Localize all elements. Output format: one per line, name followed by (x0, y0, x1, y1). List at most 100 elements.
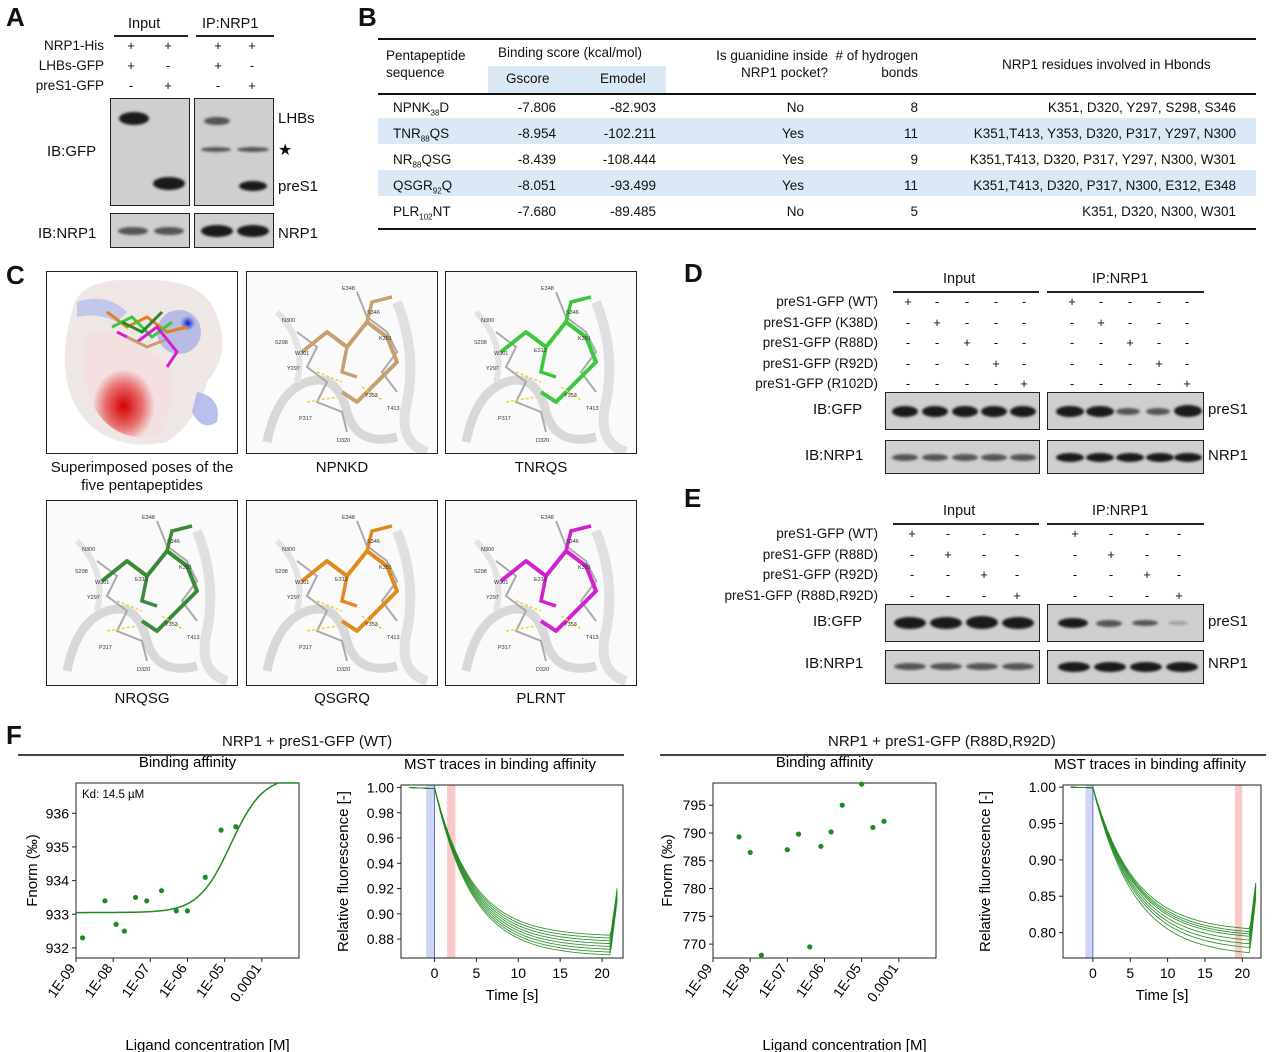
y-tick-label: 0.96 (367, 830, 394, 846)
caption-qsgrq: QSGRQ (314, 690, 370, 707)
residue-label: Y353 (564, 393, 577, 399)
residue-label: Y297 (486, 595, 499, 601)
d-blot-input-nrp1 (885, 440, 1040, 474)
seq-pre: PLR (393, 204, 420, 219)
sign: - (964, 355, 970, 371)
sign: + (248, 78, 256, 93)
binding-title: Binding affinity (776, 754, 874, 771)
mst-trace (1070, 786, 1257, 941)
d-input-header: Input (943, 271, 976, 287)
sign: - (1072, 587, 1078, 603)
pose-nrqsg: E348 N300 S346 S298 W301 K351 Y297 Y353 T413 P317… (46, 500, 238, 686)
x-tick-label: 1E-06 (155, 960, 190, 1000)
seq-sub: 92 (432, 186, 442, 196)
sign: + (933, 314, 941, 330)
e-ib-nrp1: IB:NRP1 (805, 655, 864, 672)
sign: - (215, 78, 221, 93)
residue-label: D320 (536, 667, 549, 673)
sign: - (1021, 294, 1027, 309)
sign: - (1069, 355, 1075, 371)
sign: + (1068, 294, 1076, 309)
y-tick-label: 0.95 (1029, 816, 1056, 832)
x-tick-label: 1E-07 (118, 960, 153, 1000)
th-emodel: Emodel (600, 71, 646, 86)
cell-sequence: TNR88QS (393, 126, 449, 144)
cell-sequence: QSGR92Q (393, 178, 452, 196)
seq-sub: 88 (412, 160, 422, 170)
f-left-rule (18, 754, 624, 756)
y-tick-label: 775 (683, 908, 707, 924)
mst-title: MST traces in binding affinity (404, 756, 597, 773)
sign: - (1127, 314, 1133, 330)
data-point (233, 824, 239, 830)
sign: + (127, 38, 135, 53)
data-point (184, 908, 191, 914)
plot-frame (400, 784, 624, 959)
seq-sub: 88 (420, 134, 430, 144)
sign: + (1183, 376, 1191, 391)
data-point (158, 888, 165, 894)
cell-guanidine: No (786, 204, 804, 219)
sign: - (909, 587, 915, 603)
residue-label: S298 (75, 569, 88, 575)
sign: - (1184, 314, 1190, 330)
data-point (747, 849, 753, 856)
sign: - (1144, 546, 1150, 562)
data-point (784, 847, 790, 853)
construct-label: preS1-GFP (R92D) (762, 355, 878, 371)
sign: - (981, 546, 987, 562)
cell-sequence: PLR102NT (393, 204, 451, 222)
sign: - (1014, 546, 1020, 562)
y-tick-label: 790 (683, 825, 707, 841)
e-blot-input-gfp (885, 604, 1040, 642)
star-icon: ★ (278, 142, 293, 159)
residue-label: E348 (541, 286, 554, 292)
residue-label: T413 (586, 406, 599, 412)
residue-label: D320 (536, 438, 549, 444)
cell-hbonds: 9 (910, 152, 918, 167)
row-highlight (378, 170, 1256, 196)
kd-annotation: Kd: 14.5 µM (82, 789, 144, 801)
seq-post: QSG (421, 152, 452, 167)
blot-ip-nrp1 (194, 213, 274, 248)
x-tick-label: 5 (1126, 965, 1134, 981)
y-tick-label: 1.00 (1029, 779, 1056, 795)
y-tick-label: 795 (683, 797, 707, 813)
ib-gfp-label: IB:GFP (47, 143, 97, 160)
cell-emodel: -102.211 (603, 126, 656, 141)
sign: + (127, 58, 135, 73)
d-blot-ip-nrp1 (1047, 440, 1204, 474)
cell-emodel: -93.499 (610, 178, 656, 193)
data-point (132, 894, 139, 901)
hot-region (1234, 785, 1243, 958)
x-axis-label: Time [s] (486, 987, 539, 1004)
construct-label: preS1-GFP (WT) (776, 294, 878, 309)
sign: - (1072, 546, 1078, 562)
sign: - (993, 314, 999, 330)
x-tick-label: 0.0001 (227, 960, 265, 1004)
subheader-bg (488, 66, 666, 93)
sign: - (1184, 355, 1190, 371)
y-axis-label: Fnorm (‰) (659, 834, 676, 907)
pose-qsgrq: E348 N300 S346 S298 W301 K351 Y297 Y353 T413 P317… (246, 500, 438, 686)
x-tick-label: 1E-05 (830, 960, 865, 1000)
x-tick-label: 0 (1089, 965, 1097, 981)
cell-gscore: -8.051 (517, 178, 556, 193)
cell-gscore: -7.806 (517, 100, 556, 115)
e-ip-underline (1047, 523, 1204, 525)
binding-title: Binding affinity (139, 754, 237, 771)
sign: + (904, 294, 912, 309)
caption-nrqsg: NRQSG (114, 690, 170, 707)
residue-label: S346 (367, 539, 380, 545)
residue-label: E348 (342, 515, 355, 521)
x-tick-label: 1E-09 (44, 960, 79, 1000)
cell-gscore: -8.439 (517, 152, 556, 167)
fit-curve (76, 782, 299, 914)
y-tick-label: 933 (46, 906, 70, 922)
sign: + (992, 355, 1000, 371)
mst-trace (1070, 786, 1257, 945)
x-tick-label: 20 (594, 965, 610, 981)
cell-guanidine: No (786, 100, 804, 115)
residue-label: K351 (379, 336, 392, 342)
row-label-nrp1-his: NRP1-His (43, 38, 104, 53)
